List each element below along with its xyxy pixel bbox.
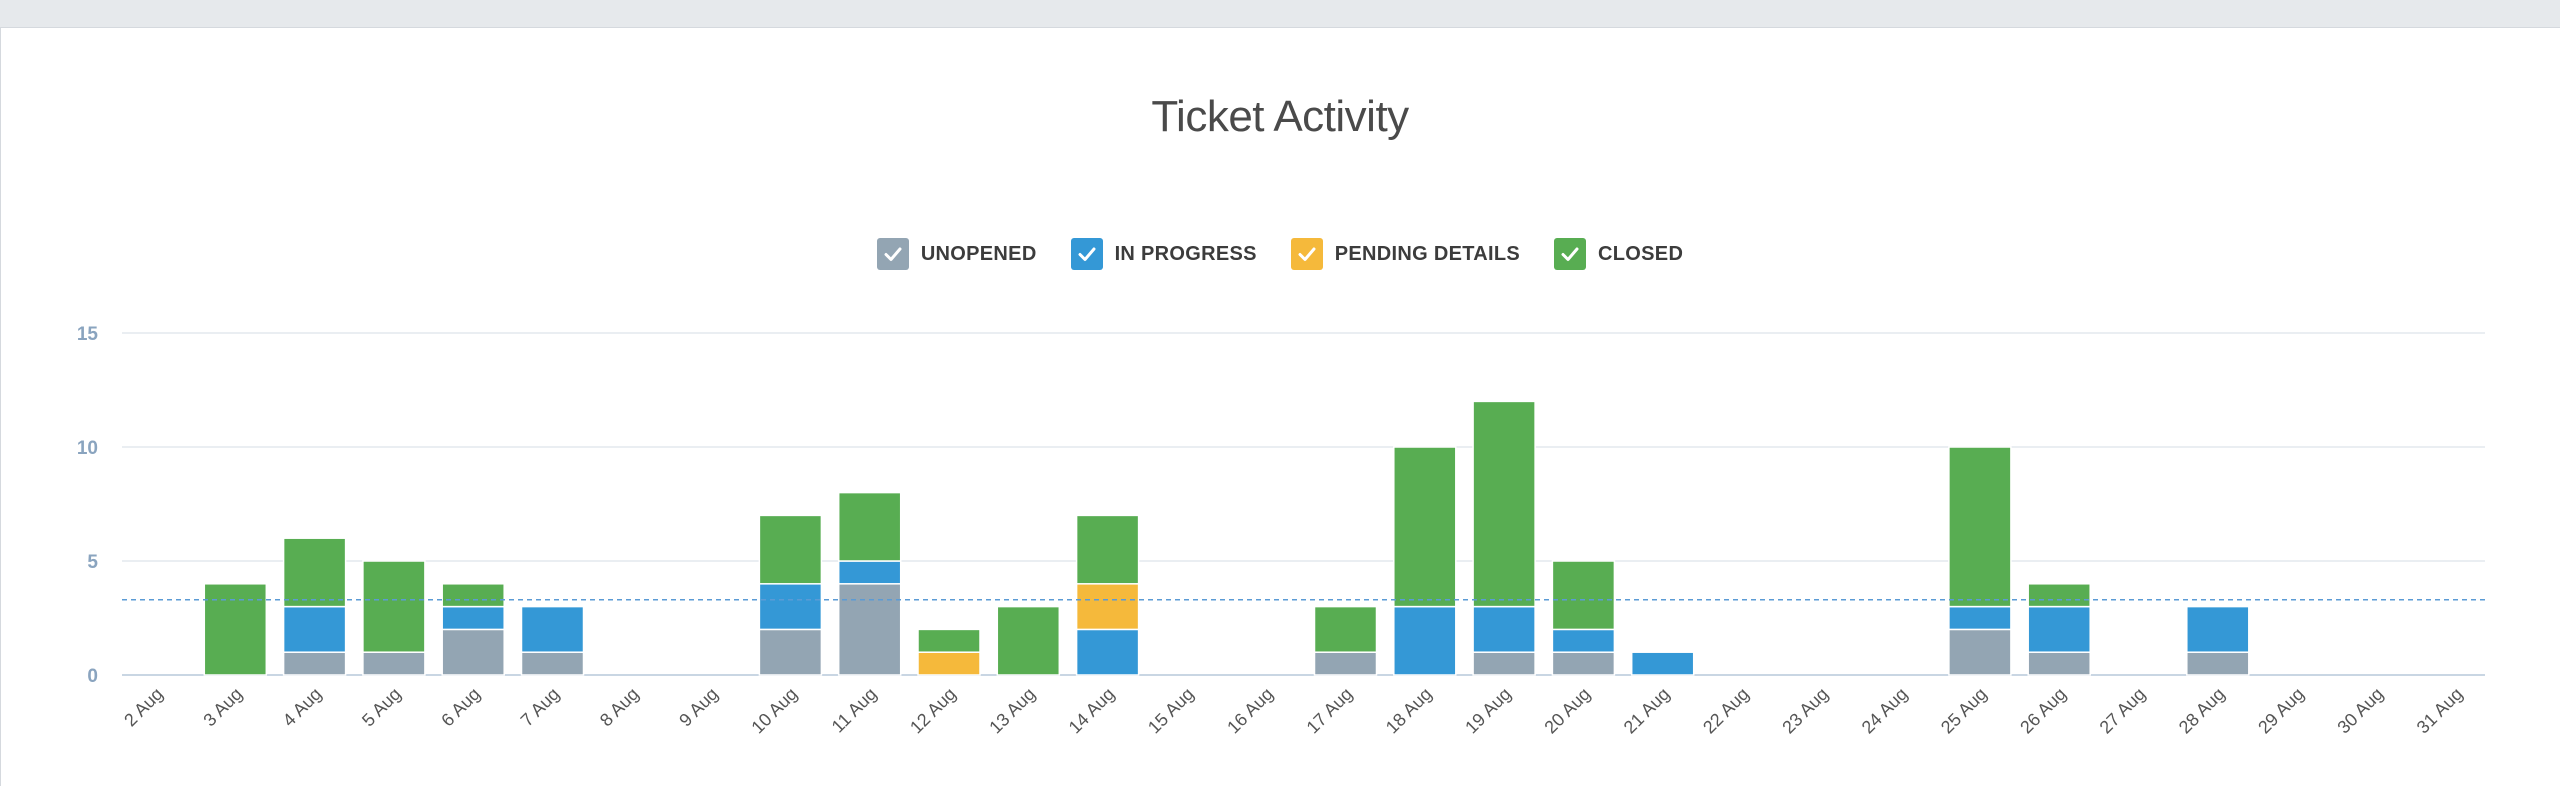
legend-item-unopened[interactable]: UNOPENED xyxy=(876,238,1037,270)
bar-segment[interactable] xyxy=(441,583,505,608)
bar-segment[interactable] xyxy=(1551,560,1616,631)
chart-title: Ticket Activity xyxy=(1151,92,1409,141)
x-tick-label: 18 Aug xyxy=(1382,684,1436,738)
x-tick-label: 22 Aug xyxy=(1699,684,1753,738)
bar-segment[interactable] xyxy=(2027,583,2091,608)
bar-segment[interactable] xyxy=(758,628,823,676)
y-tick-label: 10 xyxy=(77,438,98,459)
x-tick-label: 24 Aug xyxy=(1858,684,1912,738)
bar-segment[interactable] xyxy=(1472,605,1536,653)
bar-segment[interactable] xyxy=(1551,651,1616,676)
checkbox-checked-icon[interactable] xyxy=(1070,238,1103,270)
bar-segment[interactable] xyxy=(1948,446,2012,608)
x-tick-label: 19 Aug xyxy=(1461,684,1515,738)
bar-segment[interactable] xyxy=(917,628,981,653)
y-tick-label: 5 xyxy=(87,552,98,573)
bar-segment[interactable] xyxy=(1551,628,1616,653)
legend-label-in-progress: IN PROGRESS xyxy=(1114,242,1257,265)
bar-segment[interactable] xyxy=(837,491,902,562)
bar-segment[interactable] xyxy=(1075,628,1140,676)
bar-segment[interactable] xyxy=(837,560,902,585)
bar-segment[interactable] xyxy=(758,514,823,585)
bar-segment[interactable] xyxy=(837,583,902,676)
bar-segment[interactable] xyxy=(1313,605,1378,653)
chart-legend: UNOPENED IN PROGRESS PENDING DETAILS CLO… xyxy=(0,238,2560,270)
bar-segment[interactable] xyxy=(1075,583,1140,631)
bar-segment[interactable] xyxy=(996,605,1061,676)
x-tick-label: 30 Aug xyxy=(2333,684,2387,738)
x-tick-label: 16 Aug xyxy=(1223,684,1277,738)
bar-segment[interactable] xyxy=(203,583,268,676)
bar-segment[interactable] xyxy=(2027,605,2091,653)
x-tick-label: 8 Aug xyxy=(596,684,643,731)
checkbox-checked-icon[interactable] xyxy=(1554,238,1587,270)
bar-segment[interactable] xyxy=(441,605,505,631)
bar-segment[interactable] xyxy=(1948,628,2012,676)
bar-segment[interactable] xyxy=(282,651,347,676)
x-tick-label: 20 Aug xyxy=(1540,684,1594,738)
bar-segment[interactable] xyxy=(917,651,981,676)
x-tick-label: 17 Aug xyxy=(1303,684,1357,738)
x-tick-label: 15 Aug xyxy=(1144,684,1198,738)
panel-border xyxy=(0,27,1,786)
x-tick-label: 26 Aug xyxy=(2016,684,2070,738)
legend-item-pending-details[interactable]: PENDING DETAILS xyxy=(1290,238,1521,270)
legend-label-pending-details: PENDING DETAILS xyxy=(1334,242,1521,265)
x-tick-label: 11 Aug xyxy=(828,684,881,737)
bar-segment[interactable] xyxy=(520,605,585,653)
bar-segment[interactable] xyxy=(441,628,505,676)
x-tick-label: 9 Aug xyxy=(675,684,722,731)
x-tick-label: 31 Aug xyxy=(2413,684,2467,738)
bar-segment[interactable] xyxy=(2186,605,2250,653)
checkbox-checked-icon[interactable] xyxy=(1290,238,1323,270)
x-tick-label: 13 Aug xyxy=(985,684,1039,738)
bar-segment[interactable] xyxy=(1472,651,1536,676)
top-bar xyxy=(0,0,2560,28)
y-tick-label: 15 xyxy=(77,324,99,345)
y-tick-label: 0 xyxy=(87,666,98,687)
x-tick-label: 23 Aug xyxy=(1778,684,1832,738)
x-tick-label: 7 Aug xyxy=(517,684,564,731)
bar-segment[interactable] xyxy=(1630,651,1695,676)
x-tick-label: 29 Aug xyxy=(2254,684,2308,738)
bar-segment[interactable] xyxy=(520,651,585,676)
bar-segment[interactable] xyxy=(1393,605,1457,676)
x-tick-label: 4 Aug xyxy=(279,684,326,731)
x-tick-label: 3 Aug xyxy=(199,684,246,731)
x-tick-label: 2 Aug xyxy=(120,684,167,731)
checkbox-checked-icon[interactable] xyxy=(876,238,909,270)
bar-segment[interactable] xyxy=(1472,400,1536,608)
bar-segment[interactable] xyxy=(758,583,823,631)
legend-label-closed: CLOSED xyxy=(1598,242,1684,265)
bar-segment[interactable] xyxy=(2186,651,2250,676)
bar-segment[interactable] xyxy=(362,651,426,676)
legend-label-unopened: UNOPENED xyxy=(920,242,1037,265)
x-tick-label: 21 Aug xyxy=(1620,684,1674,738)
x-tick-label: 10 Aug xyxy=(747,684,801,738)
bar-segment[interactable] xyxy=(282,605,347,653)
x-tick-label: 12 Aug xyxy=(906,684,960,738)
bar-segment[interactable] xyxy=(1313,651,1378,676)
bar-segment[interactable] xyxy=(1075,514,1140,585)
legend-item-closed[interactable]: CLOSED xyxy=(1554,238,1683,270)
x-tick-label: 27 Aug xyxy=(2096,684,2150,738)
bar-segment[interactable] xyxy=(1948,605,2012,631)
x-tick-label: 25 Aug xyxy=(1937,684,1991,738)
x-tick-label: 28 Aug xyxy=(2175,684,2229,738)
x-tick-label: 14 Aug xyxy=(1065,684,1119,738)
bar-segment[interactable] xyxy=(282,537,347,608)
bar-segment[interactable] xyxy=(1393,446,1457,608)
x-tick-label: 6 Aug xyxy=(437,684,484,731)
x-tick-label: 5 Aug xyxy=(358,684,405,731)
bar-segment[interactable] xyxy=(362,560,426,653)
bar-segment[interactable] xyxy=(2027,651,2091,676)
legend-item-in-progress[interactable]: IN PROGRESS xyxy=(1070,238,1257,270)
